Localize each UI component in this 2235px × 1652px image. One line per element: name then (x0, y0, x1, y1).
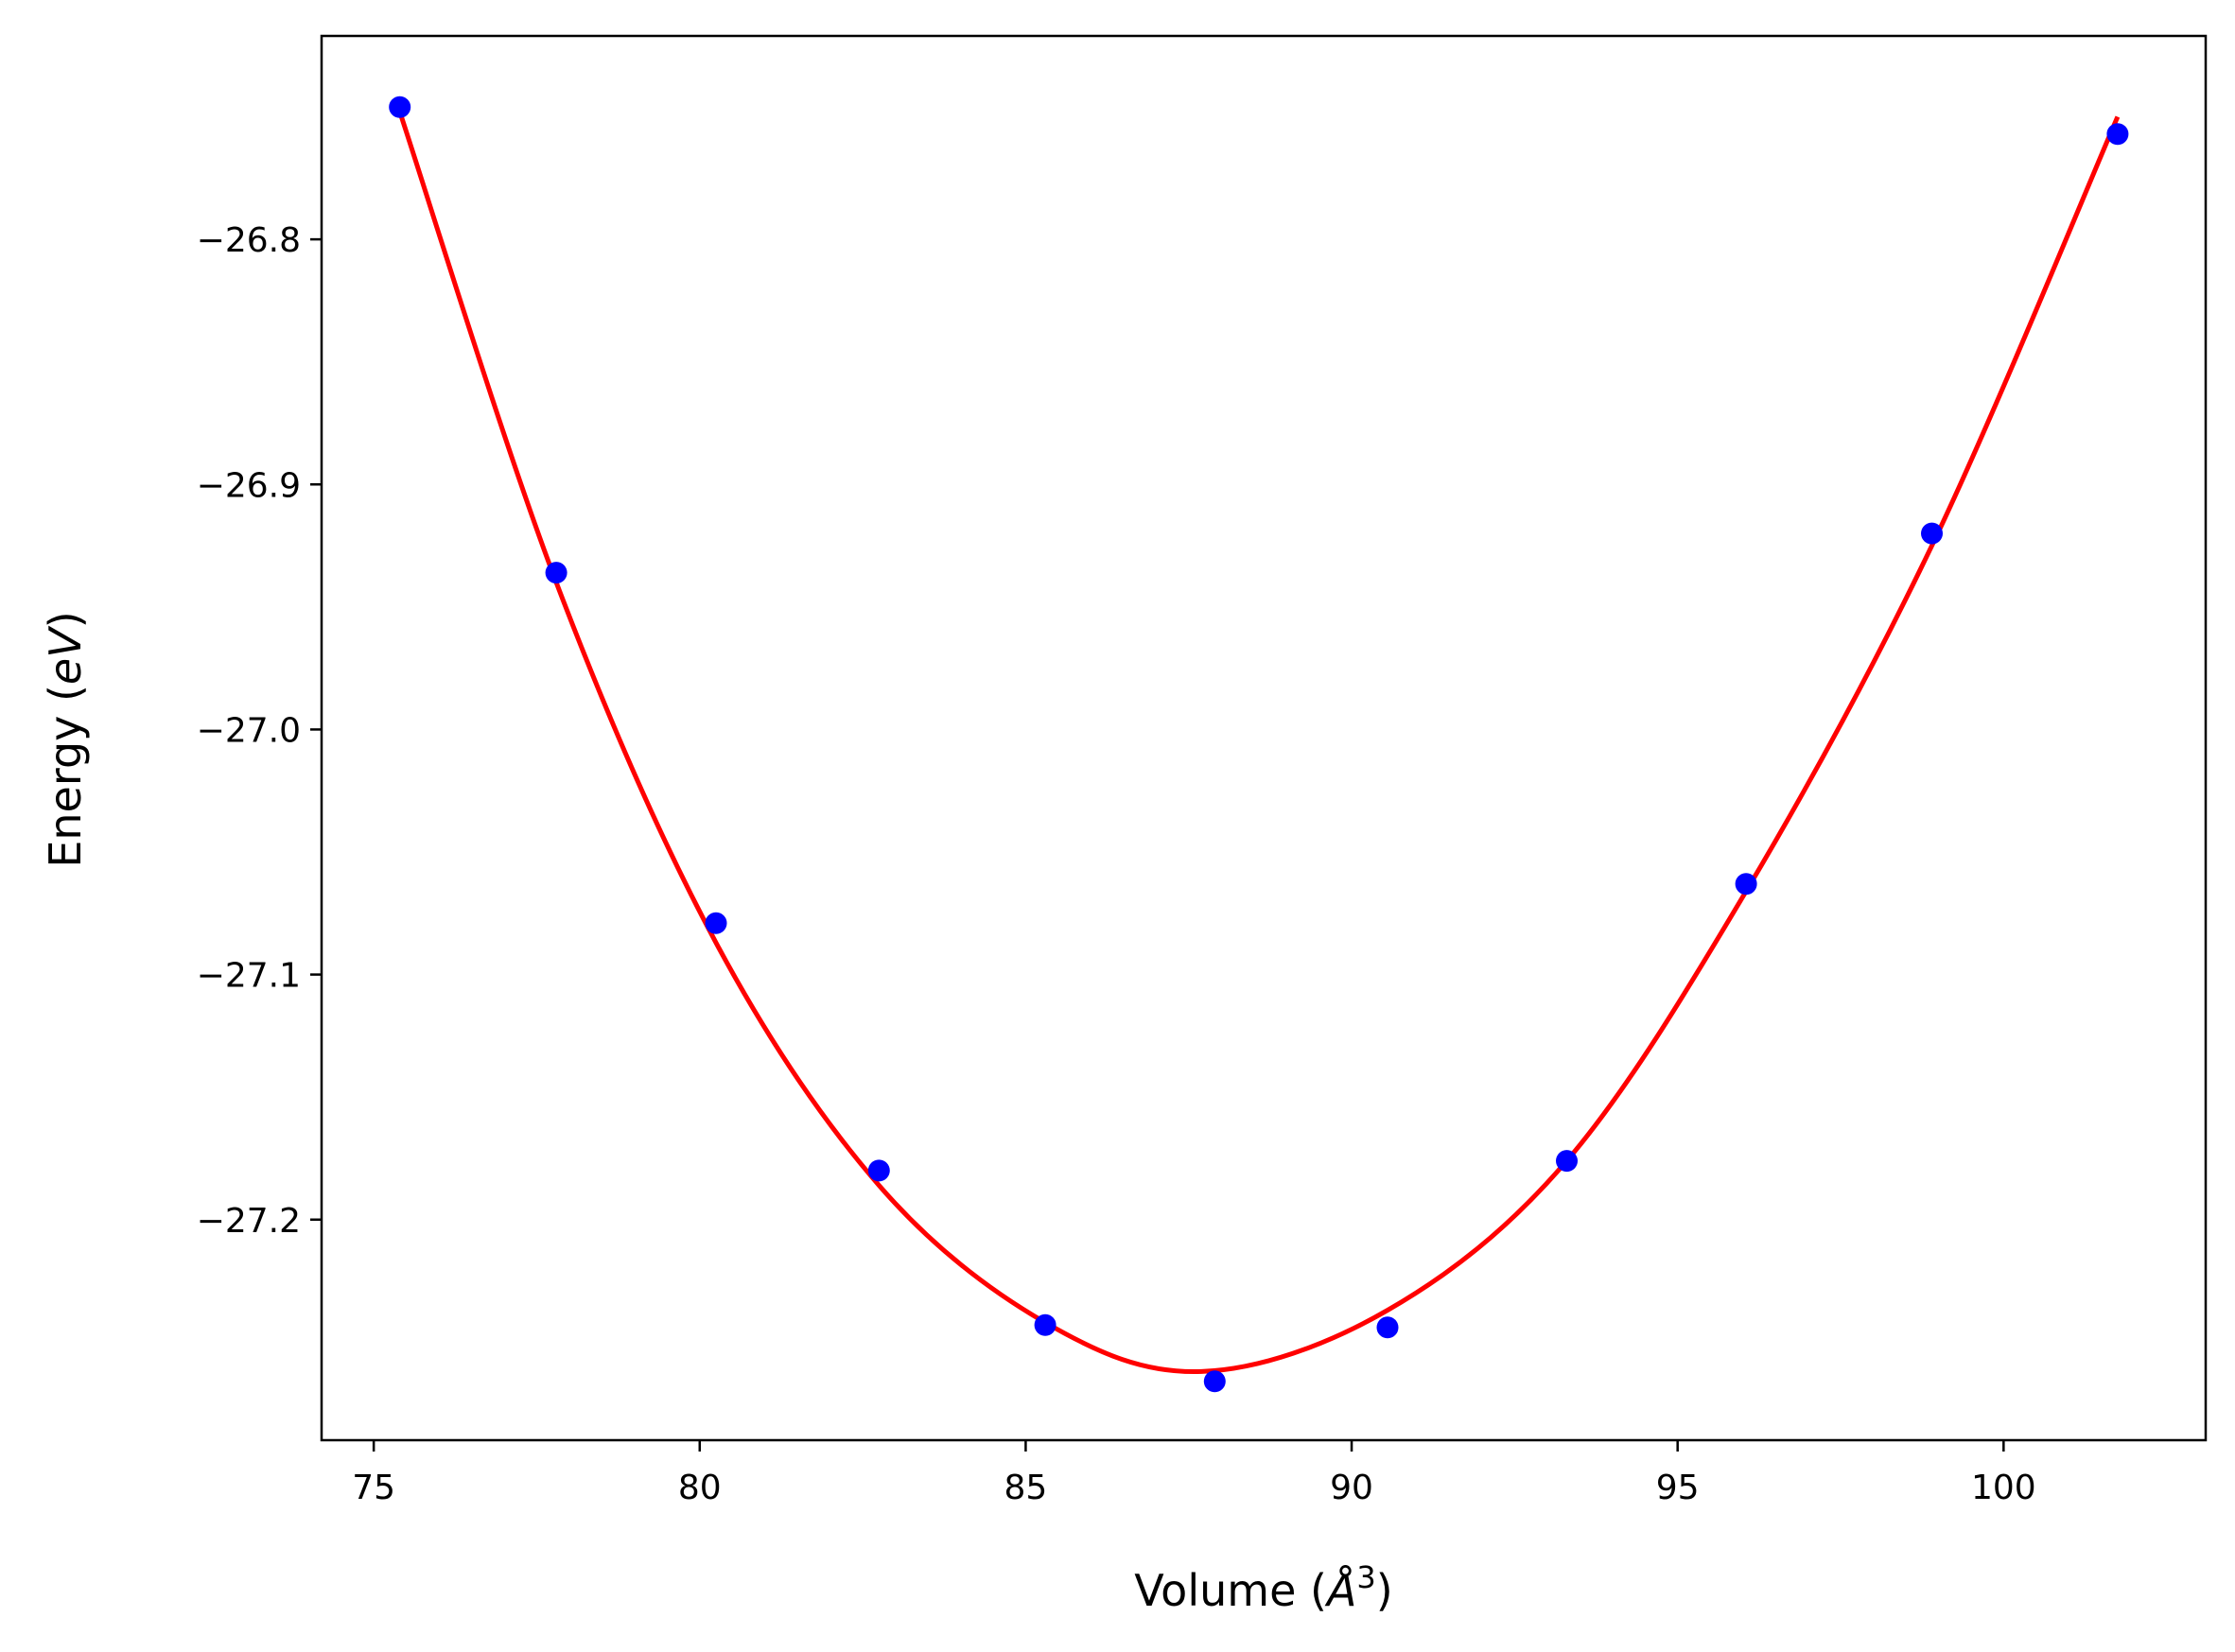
y-tick-label: −26.9 (197, 466, 301, 505)
x-tick-label: 80 (678, 1469, 722, 1507)
data-point (1203, 1370, 1226, 1393)
data-point (1735, 873, 1757, 896)
data-point (389, 96, 411, 118)
data-point (867, 1159, 890, 1182)
plot-background (322, 36, 2206, 1440)
x-tick-label: 95 (1656, 1469, 1700, 1507)
data-point (1556, 1150, 1578, 1173)
y-tick-label: −27.0 (197, 711, 301, 750)
data-point (1921, 522, 1943, 545)
fit-curve (397, 111, 2121, 1375)
data-point (2106, 123, 2129, 146)
y-axis-ticks: −26.8 −26.9 −27.0 −27.1 −27.2 (197, 221, 322, 1241)
x-tick-label: 90 (1330, 1469, 1373, 1507)
x-tick-label: 85 (1004, 1469, 1048, 1507)
y-tick-label: −27.2 (197, 1202, 301, 1241)
x-axis-ticks: 75 80 85 90 95 100 (352, 1440, 2036, 1507)
y-axis-label-unit: eV (40, 625, 91, 685)
fit-curve-layer (397, 111, 2121, 1375)
data-point (1376, 1316, 1399, 1339)
x-axis-label-exponent: 3 (1356, 1559, 1375, 1595)
y-axis-label-suffix: ) (40, 611, 91, 628)
x-axis-label: Volume (Å3) (1134, 1559, 1392, 1616)
data-point (545, 562, 567, 584)
x-axis-label-unit: Å (1324, 1565, 1356, 1616)
plot-frame (320, 34, 2208, 1442)
plot-area (322, 36, 2206, 1440)
y-tick-label: −26.8 (197, 221, 301, 260)
data-point (705, 912, 727, 934)
y-tick-label: −27.1 (197, 957, 301, 996)
x-axis-label-suffix: ) (1376, 1565, 1393, 1616)
y-axis-label: Energy (eV) (40, 611, 91, 867)
x-tick-label: 75 (352, 1469, 395, 1507)
x-tick-label: 100 (1971, 1469, 2036, 1507)
y-axis-label-prefix: Energy ( (40, 685, 91, 868)
data-points-layer (389, 96, 2129, 1393)
data-point (1034, 1313, 1056, 1336)
x-axis-label-prefix: Volume ( (1134, 1565, 1327, 1616)
